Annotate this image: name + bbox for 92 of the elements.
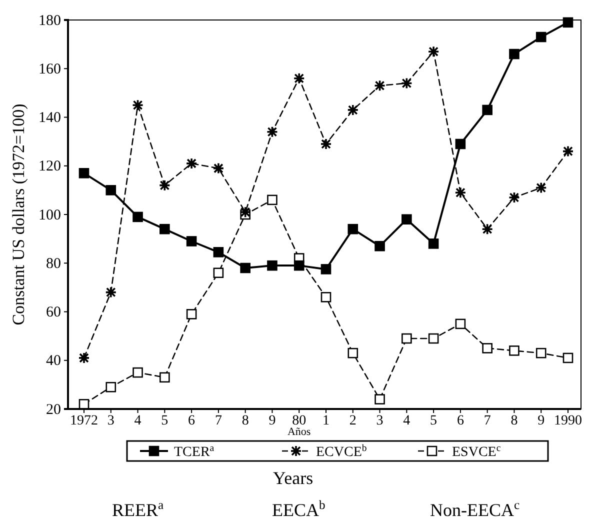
point: [160, 224, 170, 234]
y-tick-label: 160: [38, 61, 61, 78]
x-tick-label: 9: [268, 413, 276, 428]
point: [428, 333, 439, 344]
point: [562, 17, 574, 28]
point: [536, 32, 546, 42]
x-tick-label: 5: [430, 413, 438, 428]
point: [239, 206, 252, 218]
x-tick-label: 80: [292, 413, 306, 428]
point: [482, 343, 492, 354]
point: [320, 292, 332, 302]
point: [78, 352, 90, 364]
point: [374, 240, 385, 252]
x-tick-label: 7: [214, 413, 222, 428]
text: REER$^{a}$: [112, 498, 164, 520]
point: [106, 185, 116, 196]
point: [106, 382, 116, 392]
x-tick-label: 1: [322, 413, 330, 428]
x-tick-label: 7: [484, 413, 491, 428]
y-tick-label: 120: [38, 158, 61, 175]
x-axis-title: Años: [287, 426, 311, 438]
point: [348, 348, 358, 358]
y-tick-label: 60: [46, 304, 61, 321]
point: [186, 309, 197, 320]
point: [562, 352, 574, 364]
point: [400, 77, 413, 90]
point: [212, 162, 224, 174]
point: [481, 223, 494, 235]
x-tick-label: 8: [510, 413, 518, 428]
x-tick-label: 3: [376, 413, 384, 428]
point: [508, 192, 520, 204]
y-tick-label: 80: [46, 256, 61, 272]
x-tick-label: 8: [242, 413, 249, 428]
x-tick-label: 4: [403, 413, 410, 428]
point: [104, 286, 117, 298]
x-tick-label: 5: [161, 413, 168, 428]
y-tick-label: 40: [46, 353, 61, 370]
point: [160, 372, 170, 383]
x-tick-label: 1990: [554, 413, 582, 428]
point: [267, 260, 278, 271]
point: [374, 394, 385, 404]
point: [374, 80, 386, 92]
point: [293, 72, 306, 84]
x-tick-label: 6: [188, 413, 196, 428]
x-tick-label: 4: [134, 413, 142, 428]
point: [132, 212, 143, 222]
y-tick-label: 180: [38, 12, 61, 29]
text: Years: [272, 468, 314, 488]
point: [428, 238, 439, 249]
point: [158, 179, 171, 192]
text: Non-EECA$^{c}$: [430, 498, 520, 520]
point: [455, 318, 466, 330]
point: [428, 46, 440, 58]
x-tick-label: 6: [456, 413, 464, 428]
y-tick-label: 140: [38, 110, 61, 126]
point: [186, 158, 198, 170]
point: [186, 236, 197, 246]
point: [348, 224, 358, 234]
point: [509, 346, 520, 356]
point: [346, 104, 359, 116]
legend-label: TCER$^{a}$: [174, 442, 215, 460]
legend-label: ESVCE$^{c}$: [452, 442, 502, 460]
point: [455, 138, 466, 150]
y-axis-title: Constant US dollars (1972=100): [9, 104, 28, 326]
point: [132, 99, 144, 111]
y-tick-label: 100: [38, 207, 61, 224]
point: [213, 247, 224, 258]
text: EECA$^{b}$: [272, 498, 326, 520]
point: [454, 186, 466, 199]
point: [78, 168, 90, 178]
point: [562, 145, 574, 158]
x-tick-label: 3: [107, 413, 114, 428]
point: [536, 348, 546, 358]
point: [402, 214, 412, 225]
point: [320, 138, 332, 150]
point: [320, 264, 332, 274]
point: [509, 48, 520, 60]
point: [294, 260, 304, 271]
point: [78, 398, 90, 410]
point: [240, 262, 250, 274]
point: [535, 182, 548, 194]
x-tick-label: 1972: [70, 413, 98, 428]
point: [266, 126, 278, 138]
x-tick-label: 2: [349, 413, 356, 428]
point: [267, 194, 278, 206]
point: [213, 268, 224, 278]
point: [132, 367, 143, 378]
point: [402, 333, 412, 344]
legend-label: ECVCE$^{b}$: [316, 442, 367, 460]
x-tick-label: 9: [538, 413, 545, 428]
y-tick-label: 20: [46, 402, 61, 418]
point: [482, 104, 492, 116]
